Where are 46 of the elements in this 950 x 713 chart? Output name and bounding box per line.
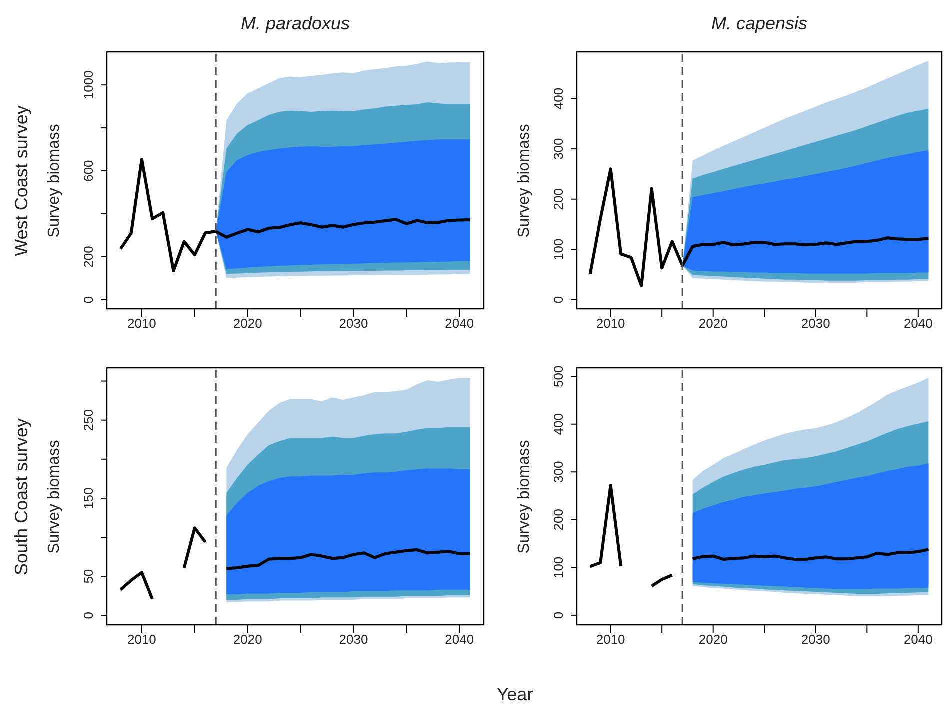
y-tick-label: 0 — [551, 612, 566, 620]
x-tick-label: 2020 — [698, 632, 728, 648]
x-tick-label: 2020 — [233, 316, 262, 332]
chart-title: M. paradoxus — [240, 14, 350, 34]
y-tick-label: 50 — [81, 569, 96, 584]
y-tick-label: 150 — [81, 488, 96, 510]
y-tick-label: 250 — [81, 409, 96, 432]
x-tick-label: 2040 — [904, 632, 933, 648]
y-tick-label: 1000 — [81, 70, 96, 100]
y-tick-label: 0 — [551, 296, 566, 304]
line-series — [588, 168, 930, 288]
x-tick-label: 2040 — [904, 316, 933, 332]
chart-title: M. capensis — [711, 14, 808, 34]
x-tick-label: 2030 — [339, 316, 368, 332]
y-axis-title: Survey biomass — [46, 124, 64, 238]
y-tick-label: 500 — [551, 366, 566, 388]
x-axis-title: Year — [496, 684, 534, 706]
y-tick-label: 0 — [81, 612, 96, 620]
x-tick-label: 2020 — [698, 316, 728, 332]
x-tick-label: 2010 — [596, 316, 626, 332]
y-tick-label: 200 — [551, 188, 566, 210]
y-axis-title: Survey biomass — [516, 124, 534, 238]
x-tick-label: 2040 — [445, 632, 474, 648]
x-tick-label: 2010 — [127, 316, 156, 332]
x-tick-label: 2030 — [801, 316, 830, 332]
text: West Coast survey — [12, 105, 32, 256]
y-tick-label: 100 — [551, 556, 566, 579]
x-tick-label: 2030 — [801, 632, 830, 648]
text: South Coast survey — [12, 418, 32, 576]
x-tick-label: 2030 — [339, 632, 368, 648]
y-tick-label: 300 — [551, 461, 566, 483]
y-tick-label: 200 — [81, 246, 96, 268]
x-tick-label: 2010 — [596, 632, 626, 648]
y-tick-label: 400 — [551, 88, 566, 110]
y-tick-label: 0 — [81, 296, 96, 304]
x-tick-label: 2020 — [233, 632, 262, 648]
y-tick-label: 100 — [551, 238, 566, 261]
y-tick-label: 200 — [551, 509, 566, 531]
x-tick-label: 2010 — [127, 632, 156, 648]
y-axis-title: Survey biomass — [46, 440, 64, 554]
y-tick-label: 600 — [81, 160, 96, 182]
y-axis-title: Survey biomass — [516, 440, 534, 554]
x-tick-label: 2040 — [445, 316, 474, 332]
line-series — [119, 158, 472, 272]
y-tick-label: 400 — [551, 414, 566, 436]
y-tick-label: 300 — [551, 138, 566, 160]
